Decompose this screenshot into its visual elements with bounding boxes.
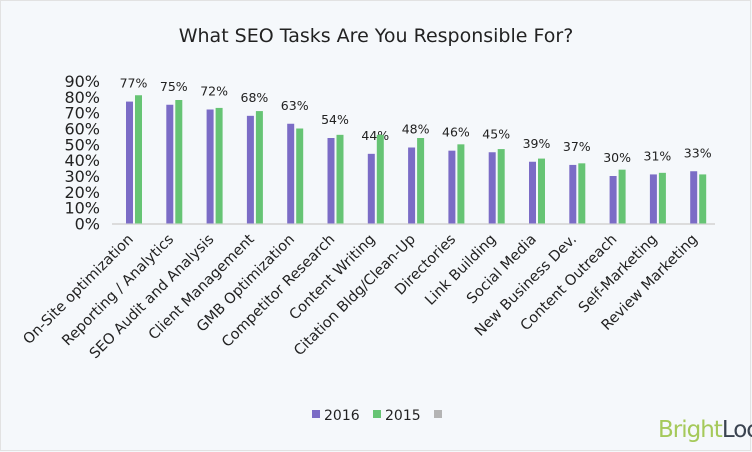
data-label: 75% [160,79,188,94]
data-label: 46% [442,125,470,140]
data-label: 39% [523,136,551,151]
bar-2016 [529,161,536,224]
bar-2015 [255,111,263,224]
data-label: 37% [563,139,591,154]
legend-swatch-2015 [373,410,381,418]
y-tick-label: 60% [64,120,100,139]
y-tick-label: 90% [64,72,100,91]
y-tick-label: 30% [64,167,100,186]
bar-2016 [166,104,174,224]
bar-2015 [578,163,586,224]
bar-2016 [126,101,133,224]
data-label: 33% [684,145,712,160]
data-label: 54% [321,112,349,127]
y-tick-label: 0% [75,215,100,234]
bar-2015 [296,128,304,224]
bar-2016 [327,138,335,224]
bar-2015 [135,95,142,224]
y-tick-label: 20% [64,183,100,202]
data-label: 44% [361,128,389,143]
bar-2015 [215,107,223,224]
bar-2015 [538,158,545,224]
bar-2015 [699,174,707,224]
bar-2015 [618,169,626,224]
bar-2016 [569,164,577,224]
bar-2016 [206,109,214,224]
chart-title: What SEO Tasks Are You Responsible For? [179,25,574,47]
bar-2015 [497,149,505,224]
bar-2015 [417,138,425,224]
bar-2016 [287,123,295,224]
legend: 2016 2015 [312,408,442,424]
data-label: 45% [482,126,510,141]
y-tick-label: 70% [64,104,100,123]
legend-label-2015: 2015 [385,408,421,424]
data-label: 72% [200,84,228,99]
data-label: 30% [603,150,631,165]
bar-2016 [609,176,617,224]
y-tick-label: 10% [64,199,100,218]
bar-2015 [658,172,666,224]
bar-2015 [336,134,344,224]
bar-2016 [408,147,416,224]
legend-label-2016: 2016 [324,408,360,424]
y-tick-label: 40% [64,151,100,170]
data-label: 48% [402,122,430,137]
data-label: 63% [281,98,309,113]
bar-2015 [175,100,183,224]
bar-2016 [690,171,698,224]
bar-2016 [246,115,254,224]
data-label: 31% [644,148,672,163]
y-tick-label: 50% [64,135,100,154]
bar-2016 [488,152,496,224]
bar-2015 [457,144,465,224]
bar-2016 [649,174,657,224]
brightlocal-logo: BrightLocal [658,417,752,443]
data-label: 77% [120,76,148,91]
bar-2016 [367,153,375,224]
y-tick-label: 80% [64,88,100,107]
bar-2015 [376,134,384,224]
legend-swatch-extra [434,410,442,418]
legend-swatch-2016 [312,410,320,418]
data-label: 68% [241,90,269,105]
bar-2016 [448,150,456,224]
